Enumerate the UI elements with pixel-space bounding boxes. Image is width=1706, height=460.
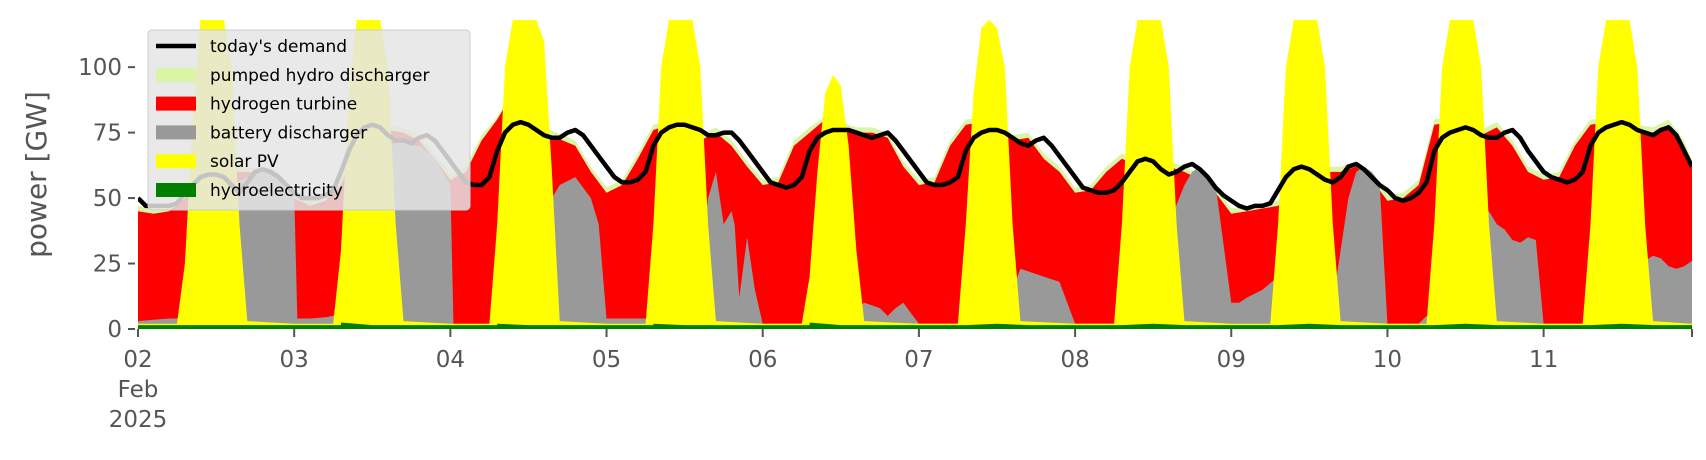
legend-swatch-hydrogen-turbine [156, 96, 196, 111]
legend-swatch-hydroelectricity [156, 183, 196, 197]
y-tick-label: 0 [107, 317, 122, 343]
y-tick-label: 75 [93, 121, 122, 147]
legend-label-solar-pv: solar PV [210, 152, 279, 172]
legend: today's demand pumped hydro discharger hyd… [147, 29, 471, 211]
x-tick-label: 08 [1060, 347, 1089, 373]
x-tick-label: 06 [748, 347, 777, 373]
y-tick-label: 25 [93, 252, 122, 278]
x-tick-label: Feb [118, 377, 159, 403]
legend-box [147, 29, 471, 211]
x-tick-label: 11 [1529, 347, 1558, 373]
legend-label-today-s-demand: today's demand [210, 37, 347, 57]
axes: 0 25 50 75 100 02 Feb 2025 03 04 05 06 07 08 09 10 11 [78, 55, 1693, 433]
area-hydroelectricity [138, 322, 1692, 329]
x-tick-label: 04 [436, 347, 465, 373]
y-axis-title: power [GW] [20, 91, 53, 258]
x-tick-label: 02 [123, 347, 152, 373]
legend-label-pumped-hydro-discharger: pumped hydro discharger [210, 66, 429, 86]
legend-swatch-battery-discharger [156, 125, 196, 140]
x-tick-label: 03 [280, 347, 309, 373]
y-tick-label: 50 [93, 186, 122, 212]
stacked-areas [138, 20, 1692, 329]
legend-label-battery-discharger: battery discharger [210, 123, 367, 143]
x-tick-label: 2025 [109, 407, 168, 433]
x-tick-label: 09 [1217, 347, 1246, 373]
area-solar-pv [138, 20, 1692, 329]
y-tick-label: 100 [78, 55, 122, 81]
x-tick-label: 10 [1373, 347, 1402, 373]
x-tick-label: 07 [904, 347, 933, 373]
legend-swatch-pumped-hydro-discharger [156, 67, 196, 82]
area-battery-discharger [138, 140, 1692, 329]
legend-swatch-solar-pv [156, 154, 196, 169]
legend-label-hydrogen-turbine: hydrogen turbine [210, 95, 357, 115]
legend-label-hydroelectricity: hydroelectricity [210, 181, 343, 201]
x-tick-label: 05 [592, 347, 621, 373]
